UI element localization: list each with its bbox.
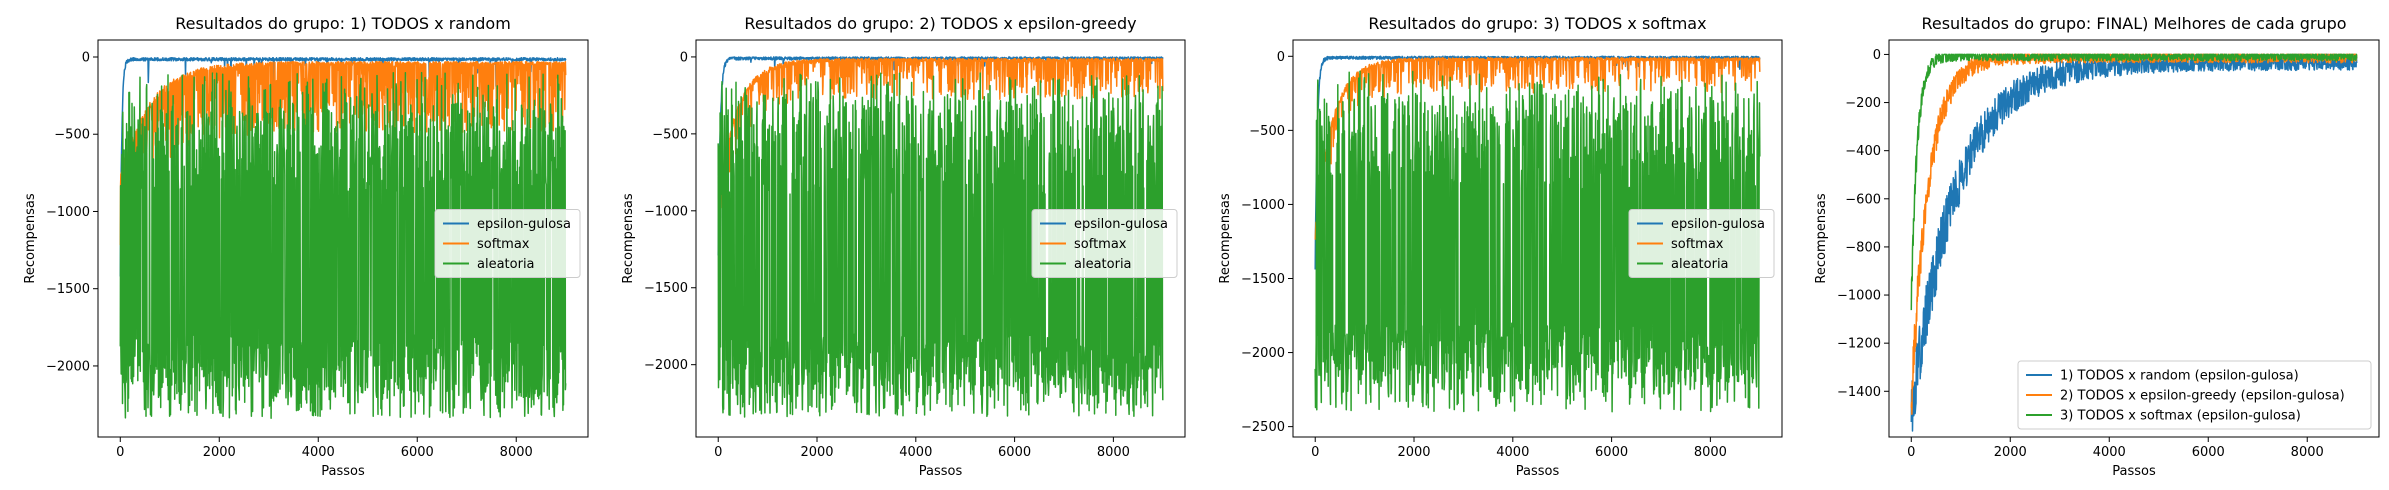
legend-entry: 3) TODOS x softmax (epsilon-gulosa) [2060,409,2301,424]
chart-title: Resultados do grupo: FINAL) Melhores de … [1921,14,2346,33]
legend-entry: softmax [1074,237,1127,252]
y-tick-label: −500 [54,128,90,143]
x-tick-label: 4000 [302,445,335,460]
series-line-3 [119,71,567,420]
chart-2: 0 2000 4000 6000 8000 0 −500 −1000 −1500 −2000 Res… [621,14,1186,479]
legend-entry: softmax [477,237,530,252]
y-tick-label: 0 [82,50,90,65]
x-tick-label: 4000 [899,445,932,460]
y-tick-label: −500 [1249,124,1285,139]
y-tick-label: −2000 [46,359,90,374]
chart-3: 0 2000 4000 6000 8000 0 −500 −1000 −1500 −2000 −25… [1218,14,1783,479]
chart-title: Resultados do grupo: 2) TODOS x epsilon-… [744,14,1136,33]
series-line-3 [1910,53,2358,311]
x-tick-label: 6000 [1595,445,1628,460]
x-axis-label: Passos [1516,464,1560,479]
y-tick-label: −500 [652,127,688,142]
chart-title: Resultados do grupo: 3) TODOS x softmax [1368,14,1706,33]
y-tick-label: −1000 [644,204,688,219]
legend: epsilon-gulosa softmax aleatoria [434,209,581,278]
x-axis-label: Passos [321,464,365,479]
legend: epsilon-gulosa softmax aleatoria [1031,209,1178,278]
x-axis-label: Passos [919,464,963,479]
y-tick-label: 0 [1277,50,1285,65]
y-tick-label: −800 [1845,240,1881,255]
y-tick-label: −2500 [1241,420,1285,435]
x-axis-label: Passos [2112,464,2156,479]
y-tick-label: −1200 [1837,337,1881,352]
x-tick-label: 0 [1907,445,1915,460]
y-tick-label: −600 [1845,192,1881,207]
x-tick-label: 0 [116,445,124,460]
chart-title: Resultados do grupo: 1) TODOS x random [175,14,511,33]
x-tick-label: 6000 [401,445,434,460]
legend-entry: epsilon-gulosa [1074,217,1168,232]
y-tick-label: −2000 [644,358,688,373]
x-tick-label: 4000 [1496,445,1529,460]
y-tick-label: 0 [680,50,688,65]
series-line-1 [119,57,567,277]
series-line-3 [717,72,1164,418]
x-tick-label: 2000 [1397,445,1430,460]
x-tick-label: 2000 [203,445,236,460]
chart-1: 0 2000 4000 6000 8000 0 −500 −1000 −1500 −2000 Res… [23,14,589,479]
x-tick-label: 6000 [998,445,1031,460]
legend-entry: aleatoria [1671,257,1729,272]
legend: epsilon-gulosa softmax aleatoria [1628,209,1775,278]
legend-entry: epsilon-gulosa [1671,217,1765,232]
y-tick-label: −1000 [46,205,90,220]
plot-frame [97,39,589,438]
y-axis-label: Recompensas [1814,193,1829,283]
x-tick-label: 8000 [2291,445,2324,460]
chart-4: 0 2000 4000 6000 8000 0 −200 −400 −600 −800 −1000 −… [1814,14,2380,479]
y-tick-label: 0 [1873,48,1881,63]
plot-frame [1888,39,2380,438]
legend-entry: epsilon-gulosa [477,217,571,232]
y-tick-label: −1500 [1241,272,1285,287]
y-axis-label: Recompensas [1218,193,1233,283]
x-tick-label: 0 [1311,445,1319,460]
x-tick-label: 8000 [500,445,533,460]
series-line-2 [717,57,1164,211]
y-tick-label: −1500 [644,281,688,296]
x-tick-label: 4000 [2093,445,2126,460]
y-tick-label: −400 [1845,144,1881,159]
legend-entry: 1) TODOS x random (epsilon-gulosa) [2060,369,2299,384]
x-tick-label: 8000 [1694,445,1727,460]
legend-entry: softmax [1671,237,1724,252]
series-line-3 [1314,70,1761,413]
x-tick-label: 6000 [2192,445,2225,460]
legend-entry: aleatoria [477,257,535,272]
y-tick-label: −1000 [1837,289,1881,304]
x-tick-label: 2000 [800,445,833,460]
y-tick-label: −1400 [1837,385,1881,400]
plot-frame [1292,39,1783,438]
series-line-2 [1910,53,2358,415]
y-tick-label: −200 [1845,96,1881,111]
y-tick-label: −2000 [1241,346,1285,361]
legend: 1) TODOS x random (epsilon-gulosa) 2) TOD… [2017,360,2372,430]
legend-entry: aleatoria [1074,257,1132,272]
y-tick-label: −1500 [46,282,90,297]
series-line-2 [1314,56,1761,240]
x-tick-label: 8000 [1097,445,1130,460]
legend-entry: 2) TODOS x epsilon-greedy (epsilon-gulos… [2060,389,2345,404]
plot-frame [695,39,1186,438]
y-tick-label: −1000 [1241,198,1285,213]
x-tick-label: 2000 [1994,445,2027,460]
y-axis-label: Recompensas [23,193,38,283]
x-tick-label: 0 [714,445,722,460]
y-axis-label: Recompensas [621,193,636,283]
